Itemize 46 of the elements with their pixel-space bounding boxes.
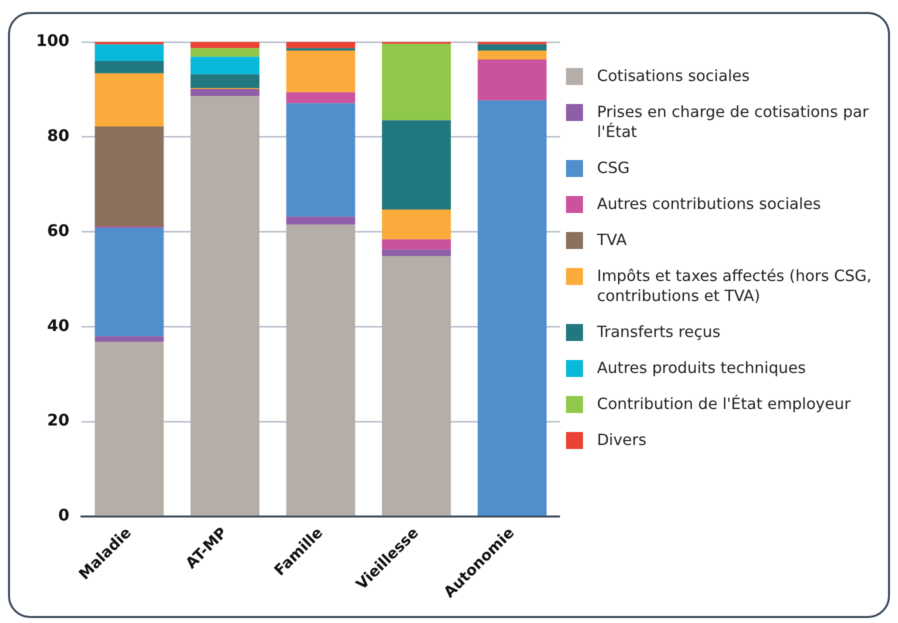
bar (286, 103, 356, 217)
bar (478, 60, 547, 100)
bar (94, 336, 164, 342)
bar (286, 50, 356, 92)
bar (94, 228, 164, 336)
bar (94, 342, 164, 516)
legend-label: CSG (597, 158, 630, 178)
legend-label: Contribution de l'État employeur (597, 394, 851, 414)
bar (286, 224, 356, 516)
bar (382, 239, 451, 250)
bar (382, 256, 451, 516)
bar (286, 216, 356, 225)
legend-label: Prises en charge de cotisations par l'État (597, 102, 870, 142)
legend-label: Autres contributions sociales (597, 194, 821, 214)
bar (190, 56, 260, 74)
bar (94, 44, 164, 61)
bar (286, 48, 356, 51)
bar (478, 50, 547, 60)
bar (94, 126, 164, 227)
y-tick-label: 20 (47, 410, 70, 430)
bar (190, 42, 260, 48)
y-tick-label: 40 (47, 316, 70, 335)
bar (382, 44, 451, 120)
legend-label: Cotisations sociales (597, 66, 750, 86)
bar (190, 74, 260, 88)
bar (382, 120, 451, 210)
legend-label: Autres produits techniques (597, 358, 806, 378)
bar (190, 48, 260, 57)
bar (190, 88, 260, 96)
bar (94, 73, 164, 126)
bar (382, 209, 451, 240)
bar (478, 44, 547, 51)
legend-label: Transferts reçus (597, 322, 720, 342)
legend-label: TVA (597, 230, 627, 250)
legend-label: Impôts et taxes affectés (hors CSG, contributions et TVA) (597, 266, 873, 306)
y-tick-label: 80 (47, 126, 70, 146)
bar (286, 42, 356, 48)
legend-label: Divers (597, 430, 646, 450)
y-tick-label: 0 (58, 506, 70, 525)
bar (286, 92, 356, 104)
y-tick-label: 100 (36, 31, 70, 50)
y-tick-label: 60 (47, 220, 70, 240)
bar (190, 96, 260, 516)
bar (94, 60, 164, 74)
bar (382, 249, 451, 256)
bar (478, 100, 547, 516)
